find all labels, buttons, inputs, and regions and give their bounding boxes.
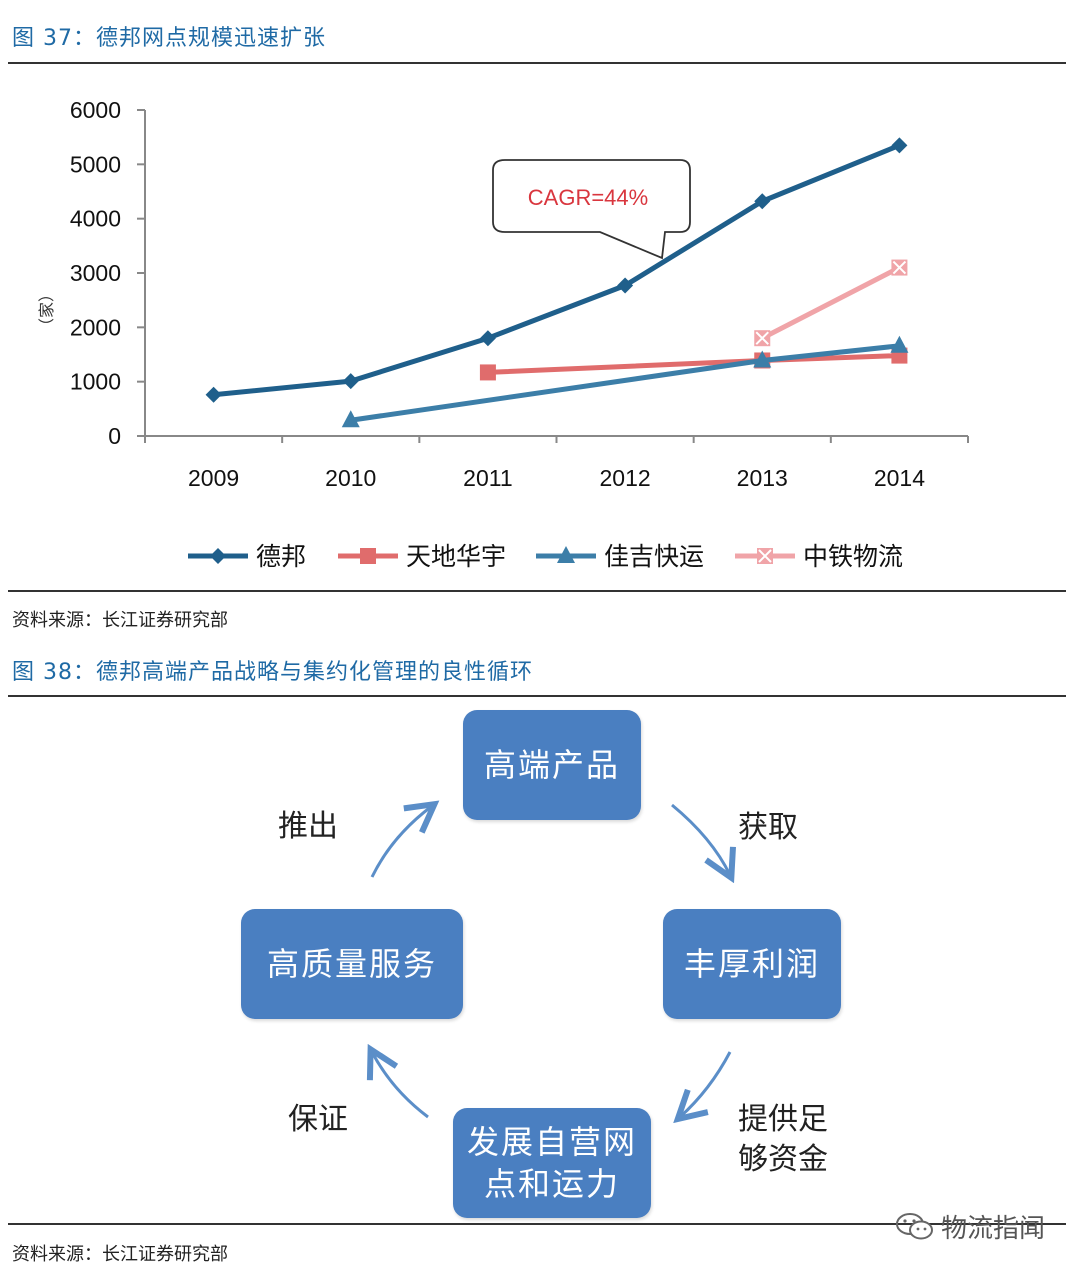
box-self-operated-network: 发展自营网点和运力 xyxy=(453,1108,651,1218)
watermark: 物流指闻 xyxy=(895,1208,1045,1245)
y-tick-label: 2000 xyxy=(70,314,121,340)
y-tick-label: 4000 xyxy=(70,206,121,232)
callout-bubble xyxy=(492,159,691,260)
data-point xyxy=(890,335,909,353)
y-tick-label: 3000 xyxy=(70,260,121,286)
box-quality-service: 高质量服务 xyxy=(241,909,463,1019)
data-point xyxy=(891,137,908,154)
figure-37-title: 图 37：德邦网点规模迅速扩张 xyxy=(12,26,326,51)
data-point-cross xyxy=(755,331,769,345)
series-line xyxy=(211,142,902,398)
y-tick-label: 0 xyxy=(108,423,121,449)
data-point xyxy=(753,350,772,368)
y-tick-label: 1000 xyxy=(70,369,121,395)
x-tick-label: 2011 xyxy=(463,465,512,491)
wechat-icon xyxy=(896,1212,933,1239)
callout-text: CAGR=44% xyxy=(528,185,648,210)
figure-37-top-rule xyxy=(8,62,1066,64)
data-point xyxy=(205,386,222,403)
series-3 xyxy=(754,259,908,347)
figure-38-title: 图 38：德邦高端产品战略与集约化管理的良性循环 xyxy=(12,660,533,685)
legend-marker xyxy=(557,546,575,563)
x-tick-label: 2012 xyxy=(599,465,650,491)
legend-item: 佳吉快运 xyxy=(536,542,704,571)
label-obtain: 获取 xyxy=(738,810,798,845)
legend-label: 佳吉快运 xyxy=(604,542,704,571)
figure-38-source: 资料来源：长江证券研究部 xyxy=(12,1244,228,1265)
y-tick-label: 6000 xyxy=(70,97,121,123)
data-point xyxy=(479,330,496,347)
data-point xyxy=(342,373,359,390)
arrow-top-right xyxy=(671,803,730,875)
label-ensure: 保证 xyxy=(288,1102,348,1137)
legend-item: 中铁物流 xyxy=(735,542,903,571)
x-tick-label: 2009 xyxy=(188,465,239,491)
figure-37-source: 资料来源：长江证券研究部 xyxy=(12,610,228,631)
figure-38-bottom-rule xyxy=(8,1223,1066,1225)
legend-marker xyxy=(360,548,376,564)
x-tick-label: 2013 xyxy=(737,465,788,491)
arrow-top-left xyxy=(370,806,432,878)
legend-label: 天地华宇 xyxy=(406,542,506,571)
arrow-bottom-right xyxy=(680,1051,732,1117)
data-point-cross xyxy=(892,260,907,275)
data-point xyxy=(754,193,771,210)
data-point xyxy=(341,410,360,428)
legend-label: 中铁物流 xyxy=(803,542,903,571)
legend-item: 天地华宇 xyxy=(338,542,506,571)
legend-label: 德邦 xyxy=(256,542,306,571)
arrow-bottom-left xyxy=(372,1052,429,1119)
label-provide-funds: 提供足够资金 xyxy=(738,1102,828,1177)
x-tick-label: 2014 xyxy=(874,465,925,491)
legend-marker xyxy=(210,548,226,564)
legend-marker-cross xyxy=(758,549,772,563)
line-chart: 0 1000 2000 3000 4000 5000 6000 2009 2010 2011 201… xyxy=(37,97,969,571)
x-tick-label: 2010 xyxy=(325,465,376,491)
series-2 xyxy=(341,335,909,428)
series-line xyxy=(759,265,902,341)
data-point xyxy=(479,364,496,381)
data-point xyxy=(617,277,634,294)
series-0 xyxy=(205,137,908,403)
figure-38-top-rule xyxy=(8,695,1066,697)
watermark-text: 物流指闻 xyxy=(941,1214,1046,1244)
legend-item: 德邦 xyxy=(188,542,306,571)
y-tick-label: 5000 xyxy=(70,151,121,177)
label-launch: 推出 xyxy=(278,809,338,844)
box-rich-profits: 丰厚利润 xyxy=(663,909,841,1019)
box-high-end-products: 高端产品 xyxy=(463,710,641,820)
y-axis-label: （家） xyxy=(37,286,56,334)
figure-37-bottom-rule xyxy=(8,590,1066,592)
